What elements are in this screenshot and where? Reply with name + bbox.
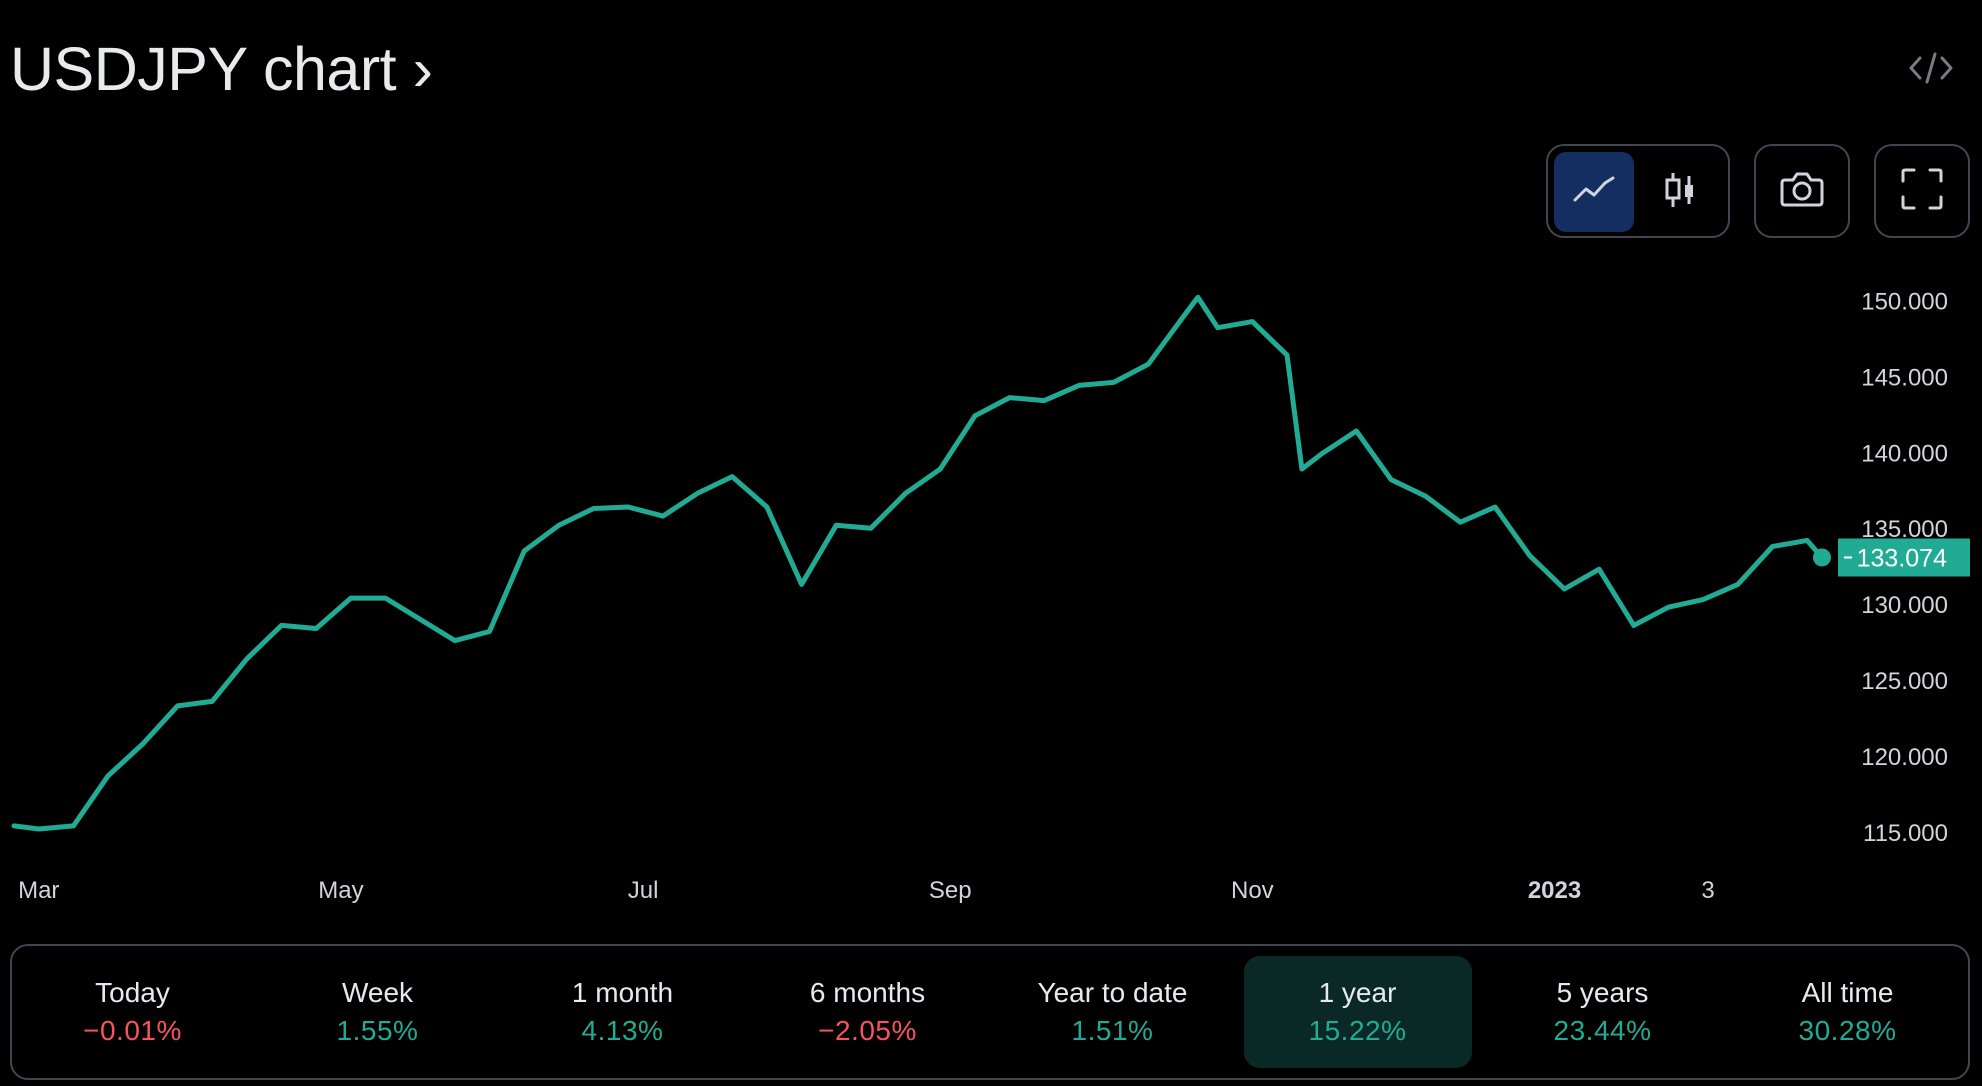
period-1-month[interactable]: 1 month 4.13% (509, 956, 737, 1068)
x-tick-label: Sep (929, 877, 972, 904)
period-selector: Today −0.01% Week 1.55% 1 month 4.13% 6 months… (10, 944, 1970, 1080)
candlestick-button[interactable] (1640, 152, 1720, 232)
code-icon[interactable] (1908, 48, 1954, 88)
last-price-badge (1838, 538, 1970, 577)
x-tick-label: 3 (1701, 877, 1714, 904)
period-all-time[interactable]: All time 30.28% (1734, 956, 1962, 1068)
period-year-to-date[interactable]: Year to date 1.51% (999, 956, 1227, 1068)
series-line (11, 294, 1825, 832)
period-1-year[interactable]: 1 year 15.22% (1243, 956, 1472, 1068)
y-tick-label: 130.000 (1861, 592, 1948, 619)
x-tick-label: Mar (18, 877, 59, 904)
y-tick-label: 140.000 (1861, 440, 1948, 467)
period-change: 4.13% (581, 1015, 664, 1046)
price-chart[interactable]: 115.000120.000125.000130.000135.000140.0… (0, 0, 1982, 940)
period-label: Today (95, 977, 170, 1008)
period-change: 1.51% (1071, 1015, 1154, 1046)
x-tick-label: Jul (628, 877, 659, 904)
period-label: Week (341, 977, 414, 1008)
last-price-dot (1813, 548, 1831, 567)
period-today[interactable]: Today −0.01% (19, 956, 247, 1068)
period-change: 23.44% (1553, 1015, 1652, 1046)
y-tick-label: 145.000 (1861, 364, 1948, 391)
line-chart-icon (1572, 174, 1616, 211)
y-tick-label: 120.000 (1861, 744, 1948, 771)
period-label: 1 month (571, 977, 674, 1008)
period-6-months[interactable]: 6 months −2.05% (754, 956, 982, 1068)
fullscreen-icon (1900, 167, 1944, 216)
y-tick-label: 125.000 (1861, 668, 1948, 695)
x-tick-label: 2023 (1528, 877, 1581, 904)
period-label: Year to date (1037, 977, 1188, 1008)
period-label: 5 years (1556, 977, 1649, 1008)
period-change: 15.22% (1308, 1015, 1407, 1046)
last-price-label: 133.074 (1857, 544, 1947, 572)
chart-type-switcher (1546, 144, 1730, 238)
y-tick-label: 150.000 (1861, 288, 1948, 315)
period-change: 1.55% (336, 1015, 419, 1046)
period-label: 1 year (1318, 977, 1397, 1008)
period-label: 6 months (809, 977, 926, 1008)
period-change: −2.05% (818, 1015, 917, 1046)
period-label: All time (1801, 977, 1894, 1008)
period-5-years[interactable]: 5 years 23.44% (1489, 956, 1717, 1068)
candlestick-icon (1662, 170, 1698, 215)
line-chart-button[interactable] (1554, 152, 1634, 232)
page-title[interactable]: USDJPY chart › (10, 35, 433, 103)
camera-icon (1779, 170, 1825, 213)
x-tick-label: Nov (1231, 877, 1274, 904)
y-tick-label: 115.000 (1863, 820, 1948, 847)
screenshot-button[interactable] (1754, 144, 1850, 238)
period-change: −0.01% (83, 1015, 182, 1046)
fullscreen-button[interactable] (1874, 144, 1970, 238)
x-tick-label: May (318, 877, 363, 904)
period-change: 30.28% (1798, 1015, 1897, 1046)
period-week[interactable]: Week 1.55% (264, 956, 492, 1068)
